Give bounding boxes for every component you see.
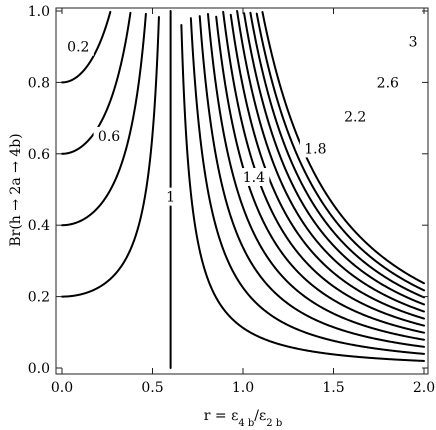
contour-label: 0.6 bbox=[98, 129, 120, 145]
plot-frame bbox=[55, 7, 429, 375]
contour-label-bg bbox=[238, 168, 270, 187]
contour-line bbox=[180, 24, 425, 362]
x-tick-label: 2.0 bbox=[413, 380, 435, 396]
contour-line bbox=[255, 12, 425, 292]
contour-label-bg bbox=[372, 73, 404, 92]
contour-label: 0.2 bbox=[67, 40, 89, 56]
contour-label-bg bbox=[164, 187, 178, 206]
y-axis-ticks: 0.0 0.2 0.4 0.6 0.8 1.0 bbox=[28, 4, 428, 377]
x-axis-ticks: 0.0 0.5 1.0 1.5 2.0 bbox=[51, 8, 435, 396]
contour-label-bg bbox=[406, 32, 420, 51]
contour-line bbox=[61, 16, 160, 298]
contour-label-bg bbox=[62, 37, 94, 56]
y-tick-label: 0.4 bbox=[28, 218, 50, 234]
y-tick-label: 0.6 bbox=[28, 147, 50, 163]
y-tick-label: 0.0 bbox=[28, 361, 50, 377]
x-tick-label: 1.5 bbox=[322, 380, 344, 396]
contour-label: 2.2 bbox=[344, 109, 366, 125]
x-tick-label: 1.0 bbox=[232, 380, 254, 396]
contour-line bbox=[189, 17, 425, 355]
y-axis-label: Br(h → 2a → 4b) bbox=[8, 133, 24, 246]
contour-line bbox=[61, 10, 112, 84]
x-axis-label: r = ε4 b/ε2 b bbox=[204, 408, 282, 429]
contour-line bbox=[215, 15, 425, 334]
contour-line bbox=[249, 11, 425, 299]
contour-label-bg bbox=[93, 126, 125, 145]
contour-line bbox=[261, 11, 425, 285]
x-tick-label: 0.5 bbox=[141, 380, 163, 396]
contour-label: 1.8 bbox=[304, 141, 326, 157]
contour-label: 3 bbox=[409, 34, 418, 50]
contour-label-bg bbox=[299, 139, 331, 158]
contour-line bbox=[206, 13, 425, 341]
contour-line bbox=[61, 12, 147, 227]
contour-line bbox=[229, 13, 425, 320]
contour-labels: 0.2 0.6 1 1.4 1.8 2.2 2.6 3 bbox=[62, 32, 420, 206]
contour-label-bg bbox=[339, 107, 371, 126]
contour-label: 1.4 bbox=[243, 170, 265, 186]
x-tick-label: 0.0 bbox=[51, 380, 73, 396]
y-tick-label: 0.8 bbox=[28, 75, 50, 91]
contour-line bbox=[198, 15, 425, 348]
contour-label: 1 bbox=[166, 190, 175, 206]
contour-lines bbox=[61, 10, 425, 369]
contour-label: 2.6 bbox=[377, 75, 399, 91]
y-tick-label: 1.0 bbox=[28, 4, 50, 20]
contour-line bbox=[236, 10, 425, 313]
y-tick-label: 0.2 bbox=[28, 290, 50, 306]
contour-line bbox=[243, 12, 425, 306]
